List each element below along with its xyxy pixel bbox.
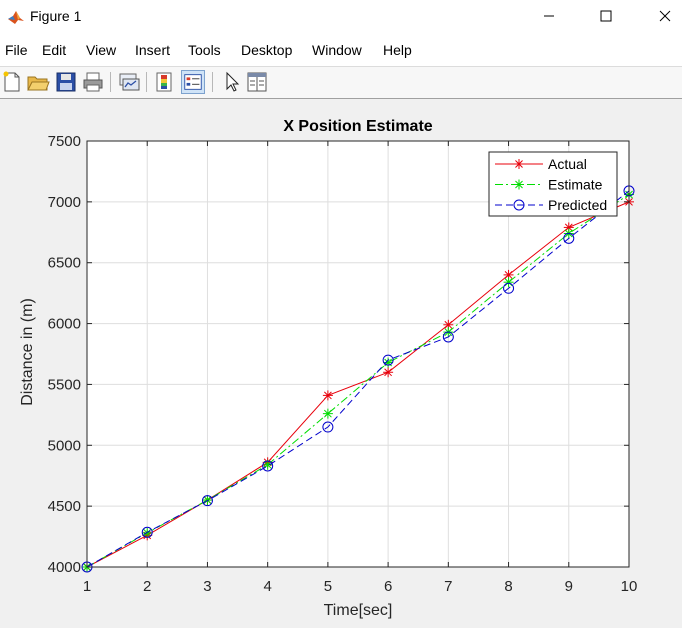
x-axis-label: Time[sec] — [324, 602, 393, 619]
maximize-icon — [600, 10, 612, 22]
y-tick-label: 5000 — [48, 437, 81, 454]
menu-help[interactable]: Help — [383, 42, 412, 58]
data-point-actual — [503, 269, 514, 280]
y-axis-label: Distance in (m) — [19, 298, 36, 406]
property-inspector-icon[interactable] — [245, 70, 269, 94]
minimize-button[interactable] — [526, 0, 572, 32]
close-button[interactable] — [642, 0, 682, 32]
plot-series — [81, 185, 635, 573]
insert-legend-icon[interactable] — [181, 70, 205, 94]
x-tick-label: 7 — [444, 578, 452, 595]
x-tick-label: 2 — [143, 578, 151, 595]
window-title: Figure 1 — [30, 8, 82, 24]
x-tick-label: 5 — [324, 578, 332, 595]
menu-bar: File Edit View Insert Tools Desktop Wind… — [0, 34, 682, 67]
data-point-predicted — [322, 421, 334, 433]
x-tick-label: 1 — [83, 578, 91, 595]
window-title-bar: Figure 1 — [0, 0, 682, 34]
y-tick-label: 6000 — [48, 316, 81, 333]
insert-colorbar-icon[interactable] — [153, 70, 177, 94]
chart-title: X Position Estimate — [283, 118, 432, 135]
y-tick-label: 7500 — [48, 133, 81, 150]
legend-marker — [514, 179, 524, 190]
print-icon[interactable] — [81, 70, 105, 94]
menu-file[interactable]: File — [5, 42, 28, 58]
save-icon[interactable] — [54, 70, 78, 94]
legend-label: Actual — [548, 156, 587, 172]
data-point-predicted — [201, 495, 213, 507]
x-tick-label: 4 — [263, 578, 271, 595]
data-point-predicted — [141, 526, 153, 538]
data-point-predicted — [262, 460, 274, 472]
data-point-predicted — [442, 331, 454, 343]
toolbar-separator — [212, 72, 213, 92]
data-point-estimate — [503, 277, 514, 288]
toolbar-separator — [146, 72, 147, 92]
menu-window[interactable]: Window — [312, 42, 362, 58]
data-point-predicted — [563, 232, 575, 244]
link-plot-icon[interactable] — [117, 70, 141, 94]
y-tick-label: 5500 — [48, 376, 81, 393]
legend-marker — [513, 199, 525, 211]
matlab-logo-icon — [8, 11, 24, 24]
data-point-estimate — [322, 408, 333, 419]
data-point-actual — [322, 390, 333, 401]
data-point-predicted — [382, 354, 394, 366]
figure-toolbar — [0, 67, 682, 99]
legend-entry-predicted[interactable]: Predicted — [495, 197, 607, 213]
open-file-icon[interactable] — [26, 70, 50, 94]
series-line-predicted — [86, 190, 630, 568]
series-line-actual — [86, 201, 630, 568]
y-tick-label: 4500 — [48, 498, 81, 515]
legend-entry-actual[interactable]: Actual — [495, 156, 587, 172]
legend-label: Estimate — [548, 177, 603, 193]
y-tick-label: 6500 — [48, 255, 81, 272]
axes: 1 2 3 4 5 6 7 8 9 10 4000 4500 5000 5500 6000 6500 7000 7… — [48, 133, 638, 595]
data-point-predicted — [503, 282, 515, 294]
x-tick-label: 6 — [384, 578, 392, 595]
data-point-actual — [383, 367, 394, 378]
menu-edit[interactable]: Edit — [42, 42, 67, 58]
legend-entry-estimate[interactable]: Estimate — [495, 177, 603, 193]
figure-canvas: 1 2 3 4 5 6 7 8 9 10 4000 4500 5000 5500 6000 6500 7000 7… — [0, 99, 682, 623]
legend-marker — [514, 159, 524, 169]
x-tick-label: 8 — [504, 578, 512, 595]
x-tick-label: 10 — [621, 578, 638, 595]
y-tick-label: 4000 — [48, 559, 81, 576]
chart[interactable]: 1 2 3 4 5 6 7 8 9 10 4000 4500 5000 5500 6000 6500 7000 7… — [0, 99, 682, 623]
y-tick-label: 7000 — [48, 194, 81, 211]
new-figure-icon[interactable] — [0, 70, 24, 94]
minimize-icon — [544, 15, 554, 17]
maximize-button[interactable] — [583, 0, 629, 32]
data-point-estimate — [383, 357, 394, 368]
close-icon — [659, 10, 671, 22]
x-tick-label: 9 — [565, 578, 573, 595]
edit-plot-arrow-icon[interactable] — [219, 70, 243, 94]
toolbar-separator — [110, 72, 111, 92]
menu-view[interactable]: View — [86, 42, 117, 58]
menu-tools[interactable]: Tools — [188, 42, 221, 58]
menu-insert[interactable]: Insert — [135, 42, 171, 58]
legend[interactable]: Actual Estimate Predicted — [488, 151, 618, 217]
x-tick-label: 3 — [203, 578, 211, 595]
axes-box — [86, 140, 630, 568]
menu-desktop[interactable]: Desktop — [241, 42, 293, 58]
legend-label: Predicted — [548, 197, 607, 213]
